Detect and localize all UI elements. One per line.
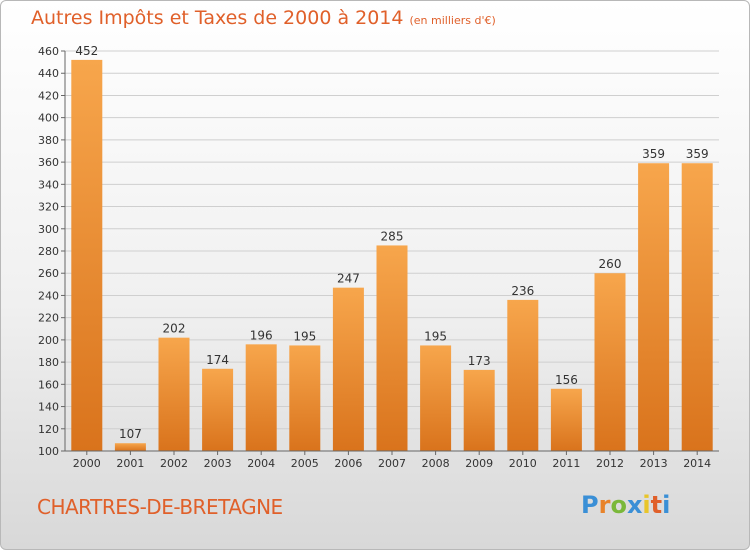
x-tick-label: 2011 [552,457,580,470]
y-tick-label: 180 [38,356,59,369]
x-tick-label: 2010 [509,457,537,470]
data-label: 202 [163,322,186,336]
y-tick-label: 160 [38,378,59,391]
x-tick-label: 2014 [683,457,711,470]
y-tick-label: 200 [38,334,59,347]
data-label: 247 [337,272,360,286]
logo-letter: x [626,491,643,519]
bar-2011[interactable] [550,388,582,451]
logo-letter: r [598,491,611,519]
x-tick-label: 2009 [465,457,493,470]
logo-letter: i [662,491,671,519]
x-tick-label: 2002 [160,457,188,470]
data-label: 156 [555,373,578,387]
logo-letter: P [581,491,599,519]
logo-letter: t [650,491,663,519]
y-tick-label: 240 [38,289,59,302]
y-tick-label: 280 [38,245,59,258]
bar-2003[interactable] [202,368,234,451]
y-tick-label: 380 [38,134,59,147]
y-tick-label: 300 [38,223,59,236]
y-tick-label: 220 [38,312,59,325]
x-tick-label: 2012 [596,457,624,470]
x-tick-label: 2004 [247,457,275,470]
bar-2002[interactable] [158,337,190,451]
y-tick-label: 400 [38,112,59,125]
y-tick-label: 320 [38,201,59,214]
y-tick-label: 440 [38,67,59,80]
data-label: 107 [119,427,142,441]
proxiti-logo[interactable]: Proxiti [581,491,670,519]
bar-2001[interactable] [114,443,146,451]
bar-2009[interactable] [463,369,495,451]
y-tick-label: 340 [38,178,59,191]
data-label: 359 [686,147,709,161]
bar-2006[interactable] [332,287,364,451]
data-label: 174 [206,353,229,367]
y-tick-label: 100 [38,445,59,458]
y-tick-label: 420 [38,89,59,102]
data-label: 260 [599,257,622,271]
x-tick-label: 2006 [334,457,362,470]
y-tick-label: 140 [38,401,59,414]
bar-2014[interactable] [681,163,713,451]
data-label: 195 [424,329,447,343]
logo-letter: i [642,491,651,519]
bar-2010[interactable] [507,299,539,451]
y-tick-label: 120 [38,423,59,436]
title-text: Autres Impôts et Taxes de 2000 à 2014 [31,7,404,29]
bar-2007[interactable] [376,245,408,451]
data-label: 359 [642,147,665,161]
y-tick-label: 460 [38,45,59,58]
chart-title: Autres Impôts et Taxes de 2000 à 2014 (en… [31,7,496,29]
commune-name: CHARTRES-DE-BRETAGNE [37,495,283,519]
x-tick-label: 2001 [116,457,144,470]
x-tick-label: 2008 [422,457,450,470]
logo-letter: o [610,491,627,519]
data-label: 236 [511,284,534,298]
bar-2000[interactable] [71,59,103,452]
chart-subtitle: (en milliers d'€) [409,14,496,27]
x-tick-label: 2000 [73,457,101,470]
data-label: 452 [75,44,98,58]
data-label: 173 [468,354,491,368]
x-tick-label: 2013 [640,457,668,470]
y-tick-label: 360 [38,156,59,169]
bar-2008[interactable] [420,345,452,451]
data-label: 196 [250,328,273,342]
x-tick-label: 2005 [291,457,319,470]
bar-2013[interactable] [638,163,670,451]
bar-2012[interactable] [594,273,626,451]
data-label: 285 [381,229,404,243]
x-tick-label: 2003 [204,457,232,470]
bar-2005[interactable] [289,345,321,451]
data-label: 195 [293,329,316,343]
bar-2004[interactable] [245,344,277,451]
x-tick-label: 2007 [378,457,406,470]
y-tick-label: 260 [38,267,59,280]
